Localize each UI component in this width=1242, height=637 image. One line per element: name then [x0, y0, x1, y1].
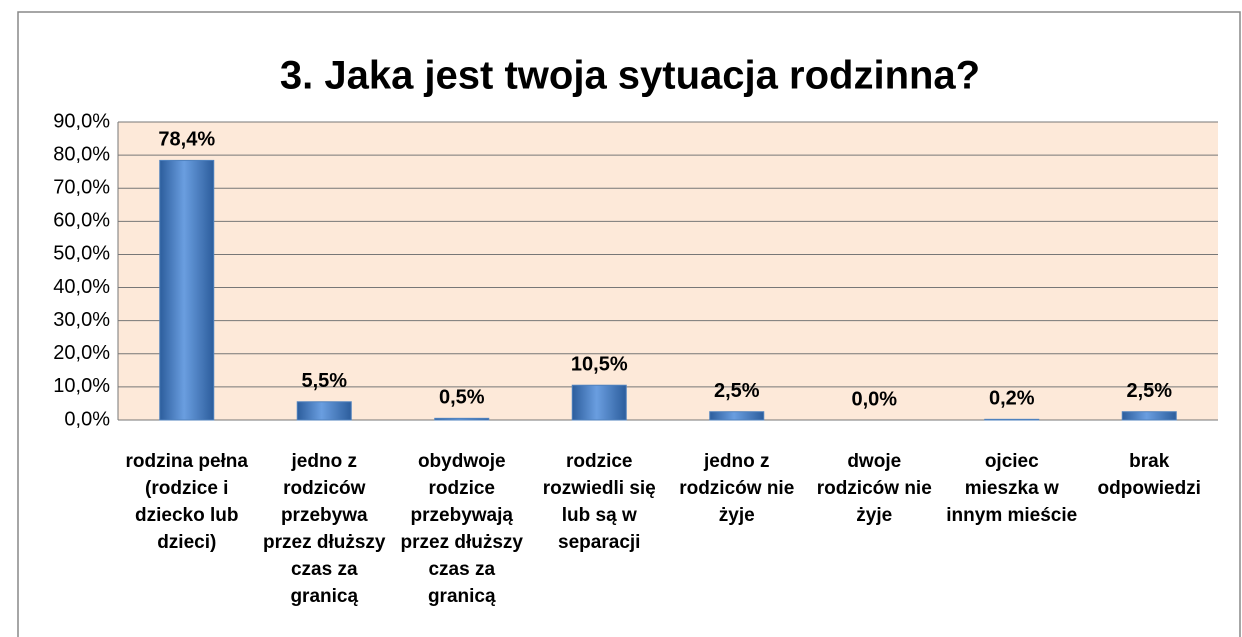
y-tick-label: 90,0%: [53, 110, 110, 132]
y-tick-label: 10,0%: [53, 375, 110, 397]
x-tick-label: obydwoje rodzice przebywają przez dłuższ…: [400, 451, 523, 607]
y-tick-label: 50,0%: [53, 243, 110, 265]
y-tick-label: 20,0%: [53, 342, 110, 364]
plot-area: [118, 122, 1218, 420]
x-tick-label: rodzice rozwiedli się lub są w separacji: [542, 451, 656, 553]
x-tick-label: brak odpowiedzi: [1097, 451, 1201, 499]
bar: [434, 417, 490, 421]
chart-title: 3. Jaka jest twoja sytuacja rodzinna?: [280, 54, 980, 98]
data-label: 0,5%: [439, 387, 485, 409]
y-tick-label: 80,0%: [53, 143, 110, 165]
data-label: 5,5%: [301, 370, 347, 392]
data-label: 2,5%: [714, 380, 760, 402]
y-tick-label: 30,0%: [53, 309, 110, 331]
data-label: 2,5%: [1126, 380, 1172, 402]
bar: [1121, 411, 1177, 421]
y-tick-label: 40,0%: [53, 276, 110, 298]
data-label: 10,5%: [571, 354, 628, 376]
x-tick-label: rodzina pełna (rodzice i dziecko lub dzi…: [125, 451, 248, 553]
x-tick-label: ojciec mieszka w innym mieście: [946, 451, 1078, 526]
y-tick-label: 70,0%: [53, 177, 110, 199]
bar: [709, 411, 765, 421]
data-label: 0,0%: [851, 388, 897, 410]
bar: [984, 418, 1040, 421]
bar: [571, 384, 627, 421]
data-label: 78,4%: [158, 129, 215, 151]
y-tick-label: 60,0%: [53, 210, 110, 232]
x-tick-label: jedno z rodziców przebywa przez dłuższy …: [263, 451, 386, 607]
bar: [296, 401, 352, 421]
y-tick-label: 0,0%: [64, 408, 110, 430]
x-tick-label: dwoje rodziców nie żyje: [816, 451, 932, 526]
bar: [159, 159, 215, 421]
x-tick-label: jedno z rodziców nie żyje: [679, 451, 795, 526]
data-label: 0,2%: [989, 388, 1035, 410]
